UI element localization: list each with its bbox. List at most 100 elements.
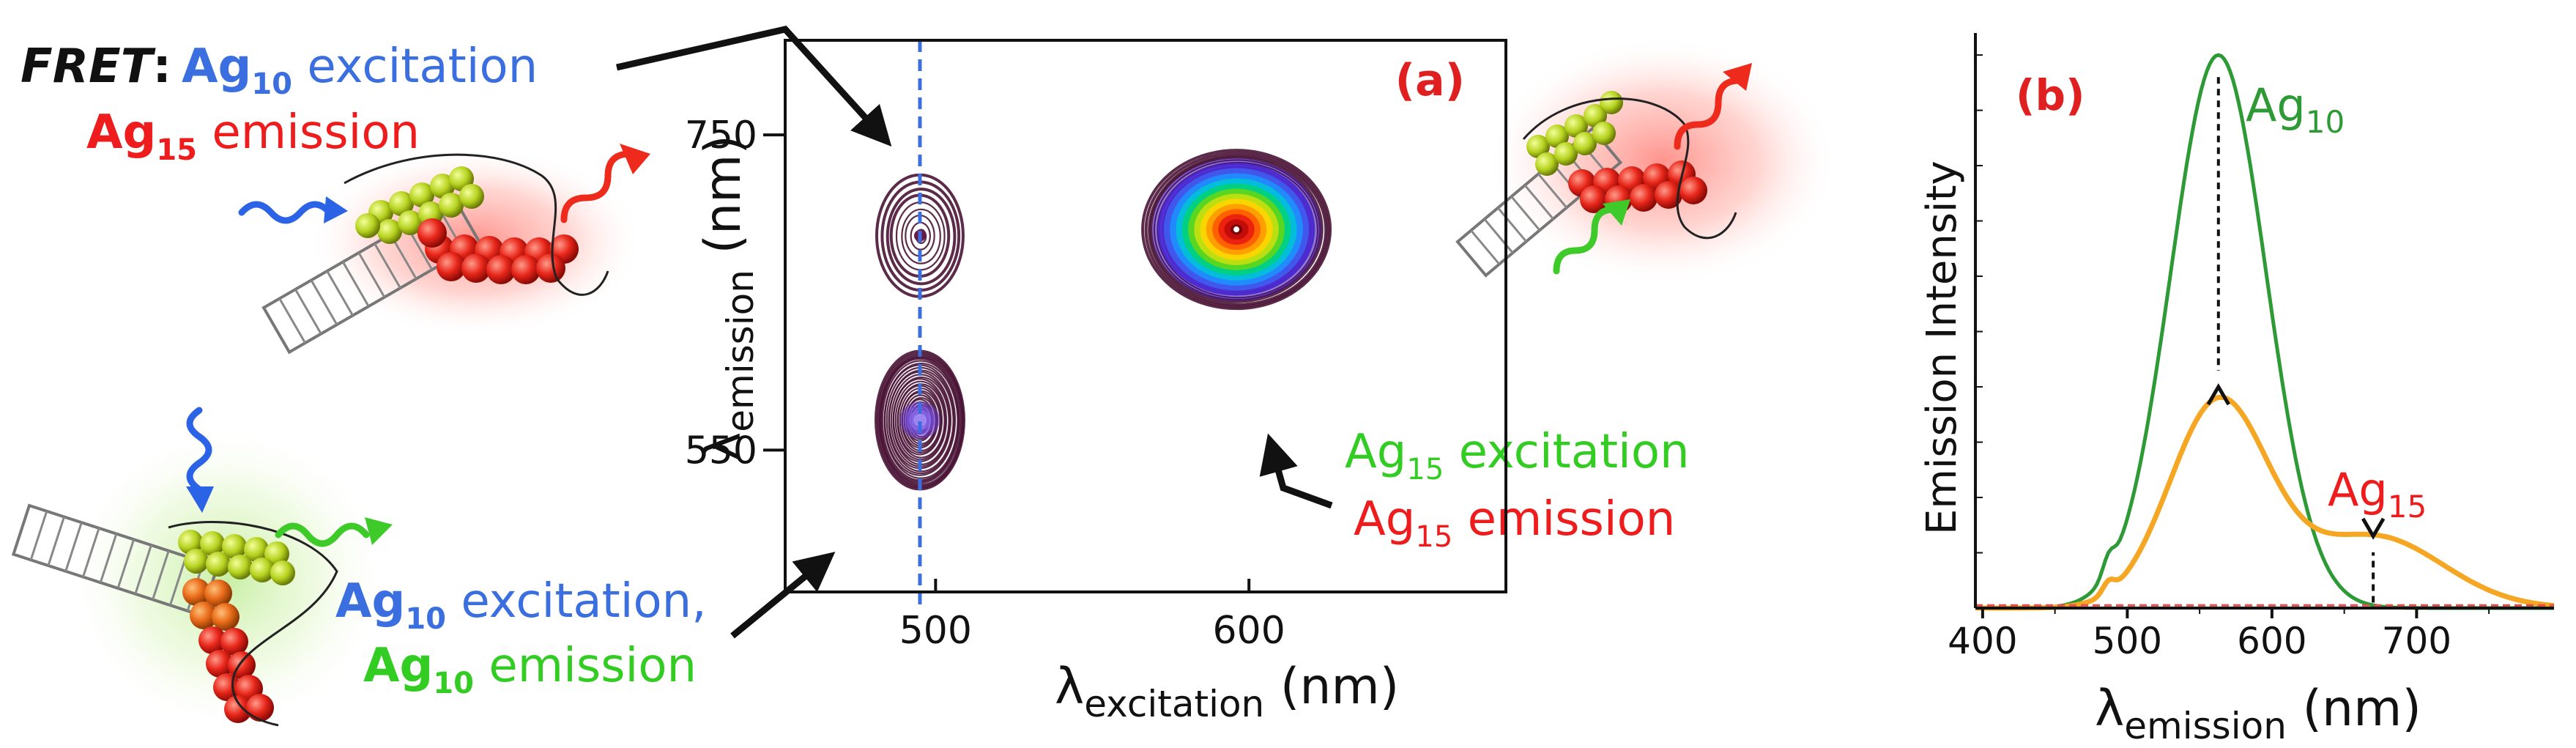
pointer-arrows bbox=[616, 26, 1333, 639]
ag10-intensity-band-3 bbox=[913, 413, 927, 426]
svg-text:Ag10 emission: Ag10 emission bbox=[363, 639, 697, 700]
fret-prefix: FRET bbox=[21, 40, 156, 94]
ag15-pair-species-2: Ag bbox=[1354, 492, 1415, 547]
ag10-series-sub: 10 bbox=[2306, 104, 2345, 140]
blue-wavy-arrow-icon bbox=[238, 201, 333, 224]
x-axis-subscript: excitation bbox=[1084, 683, 1264, 725]
ag10-pair-sub-2: 10 bbox=[433, 667, 474, 700]
green-wavy-arrow-icon bbox=[275, 522, 370, 547]
fret-pointer-arrow bbox=[616, 26, 892, 147]
panel-a-label: (a) bbox=[1395, 55, 1465, 106]
fret-sub-1: 10 bbox=[251, 67, 292, 101]
spectra-layer bbox=[1975, 53, 2554, 611]
ag10-pair-text-2: emission bbox=[474, 639, 697, 693]
b-x-axis-symbol: λ bbox=[2095, 680, 2124, 738]
contour-ring-2-1 bbox=[1144, 151, 1330, 308]
blue-arrowhead-icon bbox=[324, 196, 348, 223]
strand-line bbox=[1522, 97, 1737, 240]
ag15-pair-sub-2: 15 bbox=[1415, 520, 1452, 554]
ag15-peak-center bbox=[1233, 226, 1240, 233]
ag15-arrow-species: Ag bbox=[2328, 463, 2388, 516]
fret-text-2: emission bbox=[197, 105, 420, 160]
fret-species-2: Ag bbox=[86, 105, 156, 160]
svg-text:Ag15 excitation: Ag15 excitation bbox=[1345, 425, 1690, 486]
svg-text:Ag15 emission: Ag15 emission bbox=[86, 105, 420, 167]
svg-text:Ag15 emission: Ag15 emission bbox=[1354, 492, 1675, 554]
contour-ring-2-2 bbox=[1148, 154, 1328, 306]
fret-sub-2: 15 bbox=[156, 133, 197, 167]
panel-b-x-tick-label-3: 700 bbox=[2382, 620, 2451, 662]
b-x-axis-unit: (nm) bbox=[2287, 680, 2421, 738]
ag15-pair-text-1: excitation bbox=[1444, 425, 1689, 479]
panel-b-x-tick-label-1: 500 bbox=[2093, 620, 2162, 662]
x-tick-label-0: 500 bbox=[899, 609, 972, 653]
ag15-pair-species-1: Ag bbox=[1345, 425, 1406, 479]
series-line-ag10 bbox=[1975, 53, 2554, 610]
ag15-dna-cluster-illustration bbox=[1455, 37, 1838, 286]
panel-b-label: (b) bbox=[2016, 70, 2085, 120]
svg-text:FRET:Ag10 excitation: FRET: Ag10 excitation bbox=[21, 40, 538, 101]
fret-text-1: excitation bbox=[292, 40, 538, 94]
series-line-ag10-ag15 bbox=[1975, 394, 2554, 611]
green-wavy-arrow-icon bbox=[1553, 206, 1617, 275]
y-tick-label-1: 750 bbox=[685, 114, 757, 158]
ag10-pair-species-2: Ag bbox=[363, 639, 433, 693]
b-x-axis-subscript: emission bbox=[2124, 705, 2287, 747]
ag10-pair-species-1: Ag bbox=[335, 574, 405, 629]
strand-line bbox=[168, 521, 338, 727]
fret-dna-cluster-illustration bbox=[238, 144, 650, 355]
red-cluster-icon bbox=[1568, 160, 1707, 213]
red-arrowhead-icon bbox=[620, 144, 650, 174]
fret-colon: : bbox=[152, 40, 171, 94]
panel-a-plot-frame bbox=[784, 39, 1507, 593]
panel-b-x-axis-label: λemission (nm) bbox=[2095, 680, 2421, 747]
yellow-cluster-icon bbox=[1526, 91, 1623, 176]
fret-annotation: FRET: Ag10 excitation Ag15 emission bbox=[21, 40, 538, 167]
red-cluster-icon bbox=[417, 218, 579, 284]
orange-red-cluster-icon bbox=[182, 578, 274, 723]
ag15-pair-text-2: emission bbox=[1452, 492, 1675, 547]
yellow-cluster-icon bbox=[178, 530, 295, 585]
ag10-pointer-arrow bbox=[730, 552, 836, 639]
ag10-pair-annotation: Ag10 excitation, Ag10 emission bbox=[335, 574, 707, 700]
ag10-pair-sub-1: 10 bbox=[405, 602, 446, 636]
contour-ring-1-5 bbox=[901, 208, 941, 264]
ag10-series-species: Ag bbox=[2246, 78, 2306, 132]
fret-species-1: Ag bbox=[182, 40, 251, 94]
ag15-pair-sub-1: 15 bbox=[1406, 453, 1444, 486]
x-axis-unit: (nm) bbox=[1264, 658, 1399, 716]
ag10-dna-cluster-illustration bbox=[11, 407, 393, 733]
strand-line bbox=[344, 153, 609, 296]
contour-ring-1-2 bbox=[886, 188, 957, 286]
panel-a-x-axis-label: λexcitation (nm) bbox=[1055, 658, 1399, 725]
green-glow bbox=[66, 425, 388, 733]
green-arrowhead-icon bbox=[365, 517, 393, 545]
y-axis-subscript: emission bbox=[719, 270, 762, 432]
red-wavy-arrow-icon bbox=[560, 150, 634, 223]
contour-ring-2-3 bbox=[1149, 155, 1324, 303]
ag15-pointer-arrow bbox=[1259, 433, 1333, 509]
panel-b-y-axis-label: Emission Intensity bbox=[1918, 160, 1966, 535]
contour-ring-2-0 bbox=[1141, 149, 1332, 311]
x-tick-label-1: 600 bbox=[1213, 609, 1285, 653]
red-glow bbox=[1487, 37, 1838, 286]
panel-a-y-axis-label: λemission (nm) bbox=[694, 135, 762, 462]
red-arrowhead-icon bbox=[1723, 63, 1752, 91]
ag10-pair-text-1: excitation, bbox=[446, 574, 707, 629]
blue-wavy-arrow-icon bbox=[186, 407, 212, 493]
panel-b-x-tick-label-2: 600 bbox=[2237, 620, 2306, 662]
panel-b-axes: 400 500 600 700 bbox=[1948, 33, 2554, 662]
red-wavy-arrow-icon bbox=[1674, 77, 1742, 150]
intensity-change-arrowhead-1 bbox=[2361, 517, 2386, 540]
y-axis-unit: (nm) bbox=[694, 135, 752, 270]
ag15-pair-annotation: Ag15 excitation Ag15 emission bbox=[1345, 425, 1690, 554]
ag15-arrow-label: Ag15 bbox=[2328, 463, 2427, 525]
ag10-series-label: Ag10 bbox=[2246, 78, 2345, 140]
blue-arrowhead-icon bbox=[186, 486, 214, 513]
yellow-cluster-icon bbox=[355, 166, 484, 244]
svg-text:Ag10 excitation,: Ag10 excitation, bbox=[335, 574, 707, 636]
y-axis-symbol: λ bbox=[694, 432, 752, 462]
contour-layer bbox=[874, 149, 1332, 491]
